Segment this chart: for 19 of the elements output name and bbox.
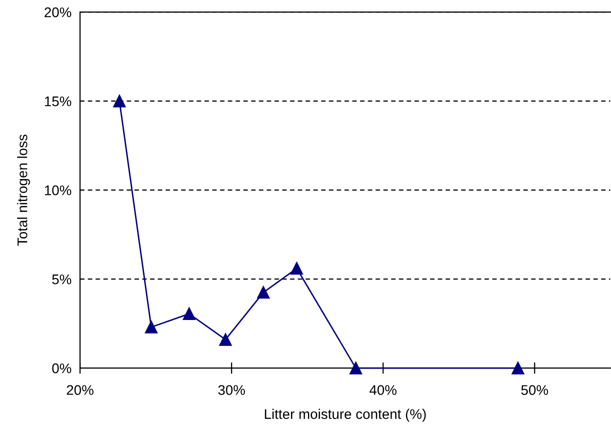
point — [113, 94, 126, 108]
point — [350, 362, 362, 374]
x-axis-title: Litter moisture content (%) — [264, 408, 426, 422]
x-tick-label: 50% — [521, 385, 548, 395]
y-tick-label: 10% — [44, 185, 72, 196]
y-tick-label: 20% — [44, 7, 72, 18]
point — [512, 362, 524, 374]
x-tick-label: 30% — [218, 385, 245, 395]
x-tick-label: 20% — [66, 385, 94, 395]
point — [145, 320, 158, 334]
y-axis-title: Total nitrogen loss — [17, 134, 30, 246]
y-tick-label: 15% — [44, 96, 72, 106]
y-tick-label: 0% — [52, 363, 72, 374]
point — [290, 262, 303, 275]
point — [257, 286, 270, 299]
point — [182, 308, 196, 320]
point — [219, 333, 232, 346]
y-tick-label: 5% — [52, 274, 72, 284]
x-tick-label: 40% — [370, 385, 397, 395]
